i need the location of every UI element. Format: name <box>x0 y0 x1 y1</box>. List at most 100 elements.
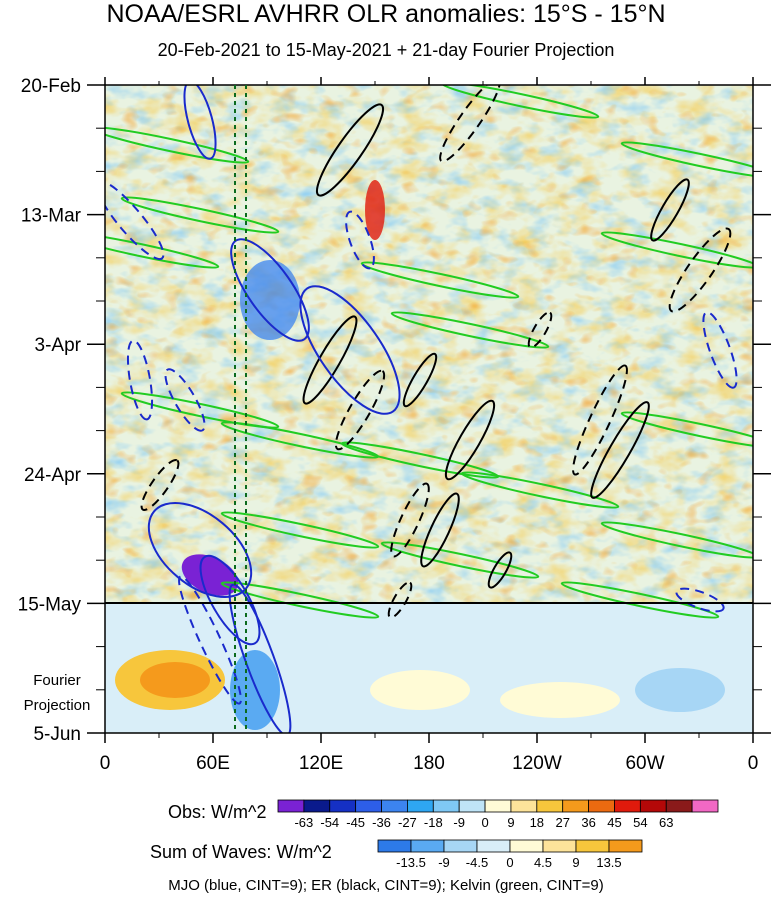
colorbar-tick-label: 18 <box>530 815 544 830</box>
kelvin-contour <box>390 311 550 349</box>
colorbar-tick-label: 63 <box>659 815 673 830</box>
kelvin-contour <box>620 411 753 449</box>
y-tick-label: 13-Mar <box>21 206 82 227</box>
kelvin-contour <box>360 261 520 299</box>
colorbar-tick-label: 36 <box>581 815 595 830</box>
colorbar-tick-label: -27 <box>398 815 417 830</box>
colorbar-tick-label: 9 <box>572 855 579 870</box>
x-tick-label: 60E <box>196 753 230 774</box>
kelvin-contour <box>600 231 753 269</box>
colorbar-swatch <box>407 799 434 813</box>
colorbar-swatch <box>377 839 412 853</box>
mjo-contour <box>183 85 217 160</box>
x-tick-label: 120W <box>512 753 562 774</box>
x-tick-label: 120E <box>299 753 343 774</box>
er-contour <box>487 551 513 589</box>
colorbar-swatch <box>277 799 305 813</box>
er-contour <box>302 315 358 405</box>
wave-contours <box>105 85 753 733</box>
y-tick-label: 3-Apr <box>35 335 82 356</box>
kelvin-contour <box>120 391 280 429</box>
colorbar-swatch <box>355 799 382 813</box>
colorbar-swatch <box>484 799 512 813</box>
colorbar-swatch <box>476 839 511 853</box>
er-contour <box>402 352 438 408</box>
colorbar-swatch <box>536 799 564 813</box>
y-tick-label: 5-Jun <box>33 724 81 745</box>
waves-colorbar-label: Sum of Waves: W/m^2 <box>150 842 332 862</box>
kelvin-contour <box>440 85 600 119</box>
y-tick-label: 15-May <box>18 594 82 615</box>
olr-anomaly-field <box>105 85 753 733</box>
colorbar-tick-label: -4.5 <box>466 855 488 870</box>
colorbar-tick-label: 0 <box>506 855 513 870</box>
colorbar-swatch <box>588 799 615 813</box>
er-contour <box>315 103 385 197</box>
er-contour <box>439 85 501 163</box>
colorbar-tick-label: -63 <box>294 815 313 830</box>
mjo-contour <box>299 285 401 415</box>
colorbar-tick-label: -13.5 <box>396 855 426 870</box>
x-axis: 0 60E 120E 180 120W 60W 0 <box>100 77 759 774</box>
kelvin-contour <box>560 581 720 619</box>
colorbar-swatch <box>381 799 408 813</box>
y-axis: 20-Feb 13-Mar 3-Apr 24-Apr 15-May 5-Jun <box>18 76 771 745</box>
colorbar-swatch <box>329 799 357 813</box>
obs-colorbar-label: Obs: W/m^2 <box>168 802 267 822</box>
colorbar-swatch <box>509 839 544 853</box>
er-contour <box>420 492 460 568</box>
colorbar-tick-label: -36 <box>372 815 391 830</box>
x-tick-label: 60W <box>625 753 664 774</box>
colorbar-tick-label: 0 <box>481 815 488 830</box>
er-contour <box>527 311 553 349</box>
contour-legend-note: MJO (blue, CINT=9); ER (black, CINT=9); … <box>168 877 604 894</box>
colorbar-swatch <box>614 799 641 813</box>
mjo-contour <box>105 179 165 261</box>
kelvin-contour <box>620 141 753 179</box>
x-tick-label: 0 <box>100 753 111 774</box>
mjo-contour <box>702 311 738 389</box>
colorbar-swatch <box>542 839 577 853</box>
colorbar-swatch <box>639 799 667 813</box>
colorbar-tick-label: -54 <box>320 815 339 830</box>
colorbar-tick-label: 45 <box>607 815 621 830</box>
colorbar-tick-label: 54 <box>633 815 647 830</box>
colorbar-swatch <box>665 799 693 813</box>
projection-label: Fourier <box>33 672 81 689</box>
er-contour <box>390 482 430 558</box>
mjo-contour <box>675 587 725 613</box>
colorbar-swatch <box>443 839 478 853</box>
kelvin-contour <box>105 231 220 269</box>
obs-colorbar: -63 -54 -45 -36 -27 -18 -9 0 9 18 27 36 45 54 63 <box>277 799 719 830</box>
y-tick-label: 20-Feb <box>21 76 81 97</box>
colorbar-swatch <box>303 799 331 813</box>
colorbar-tick-label: -18 <box>424 815 443 830</box>
colorbar-swatch <box>410 839 445 853</box>
y-tick-label: 24-Apr <box>24 465 82 486</box>
colorbar-swatch <box>575 839 610 853</box>
colorbar-tick-label: 9 <box>507 815 514 830</box>
colorbar-tick-label: 4.5 <box>534 855 552 870</box>
colorbar-swatch <box>608 839 643 853</box>
er-contour <box>140 459 180 511</box>
colorbar-tick-label: -45 <box>346 815 365 830</box>
colorbar-tick-label: 13.5 <box>596 855 621 870</box>
er-contour <box>444 399 496 481</box>
er-contour <box>650 178 690 242</box>
x-tick-label: 0 <box>748 753 759 774</box>
kelvin-contour <box>105 126 250 164</box>
er-contour <box>590 401 650 499</box>
waves-colorbar: -13.5 -9 -4.5 0 4.5 9 13.5 <box>377 839 643 870</box>
kelvin-contour <box>380 541 540 579</box>
kelvin-contour <box>120 196 280 234</box>
er-contour <box>572 364 628 476</box>
colorbar-tick-label: 27 <box>555 815 569 830</box>
colorbar-swatch <box>562 799 589 813</box>
chart-subtitle: 20-Feb-2021 to 15-May-2021 + 21-day Four… <box>157 40 615 60</box>
colorbar-swatch <box>510 799 538 813</box>
colorbar-tick-label: -9 <box>453 815 465 830</box>
er-contour <box>668 227 732 313</box>
er-contour <box>334 369 386 451</box>
kelvin-contour <box>460 471 620 509</box>
